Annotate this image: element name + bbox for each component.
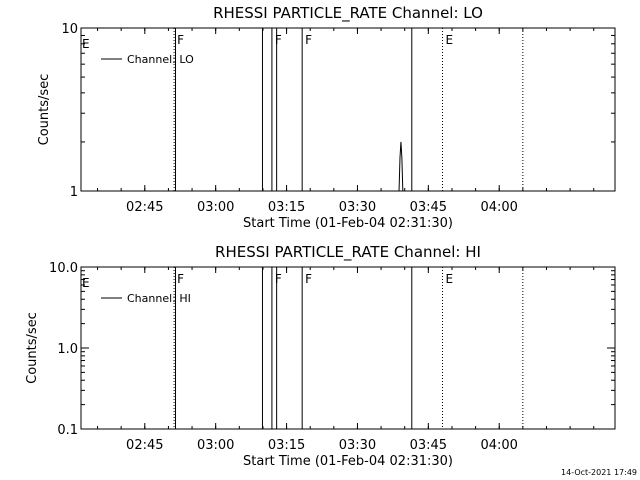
panel-hi: RHESSI PARTICLE_RATE Channel: HI Start Ti… (25, 243, 616, 469)
x-tick-label: 04:00 (480, 200, 517, 215)
event-label: F (177, 33, 184, 47)
legend-entry: Channel: HI (127, 292, 191, 305)
event-label: F (177, 272, 184, 286)
y-tick-label: 1 (70, 185, 78, 200)
y-axis-label: Counts/sec (37, 74, 52, 146)
event-label: F (275, 272, 282, 286)
y-tick-label: 0.1 (57, 423, 78, 438)
y-axis-label: Counts/sec (25, 312, 40, 384)
x-tick-label: 02:45 (126, 438, 163, 453)
series-line (398, 141, 404, 192)
edge-event-label: E (82, 37, 90, 51)
plot-frame (80, 266, 616, 430)
x-tick-label: 03:30 (339, 438, 376, 453)
panel-lo: RHESSI PARTICLE_RATE Channel: LO Start Ti… (37, 4, 616, 231)
edge-event-label: E (82, 276, 90, 290)
chart-title: RHESSI PARTICLE_RATE Channel: LO (213, 4, 483, 23)
chart-title: RHESSI PARTICLE_RATE Channel: HI (215, 243, 481, 262)
y-tick-label: 10.0 (49, 261, 78, 276)
x-tick-label: 03:45 (410, 200, 447, 215)
x-tick-label: 03:15 (268, 200, 305, 215)
x-axis-label: Start Time (01-Feb-04 02:31:30) (243, 454, 453, 469)
event-label: F (275, 33, 282, 47)
y-tick-label: 10 (61, 22, 78, 37)
x-tick-label: 02:45 (126, 200, 163, 215)
footer-timestamp: 14-Oct-2021 17:49 (561, 468, 637, 477)
x-tick-label: 03:30 (339, 200, 376, 215)
event-label: E (446, 33, 454, 47)
event-label: F (305, 33, 312, 47)
y-tick-label: 1.0 (57, 342, 78, 357)
event-label: F (305, 272, 312, 286)
x-tick-label: 04:00 (480, 438, 517, 453)
event-label: E (446, 272, 454, 286)
x-tick-label: 03:00 (197, 200, 234, 215)
x-tick-label: 03:45 (410, 438, 447, 453)
x-tick-label: 03:15 (268, 438, 305, 453)
plot-frame (80, 27, 616, 192)
x-axis-label: Start Time (01-Feb-04 02:31:30) (243, 216, 453, 231)
legend-entry: Channel: LO (127, 53, 194, 66)
x-tick-label: 03:00 (197, 438, 234, 453)
